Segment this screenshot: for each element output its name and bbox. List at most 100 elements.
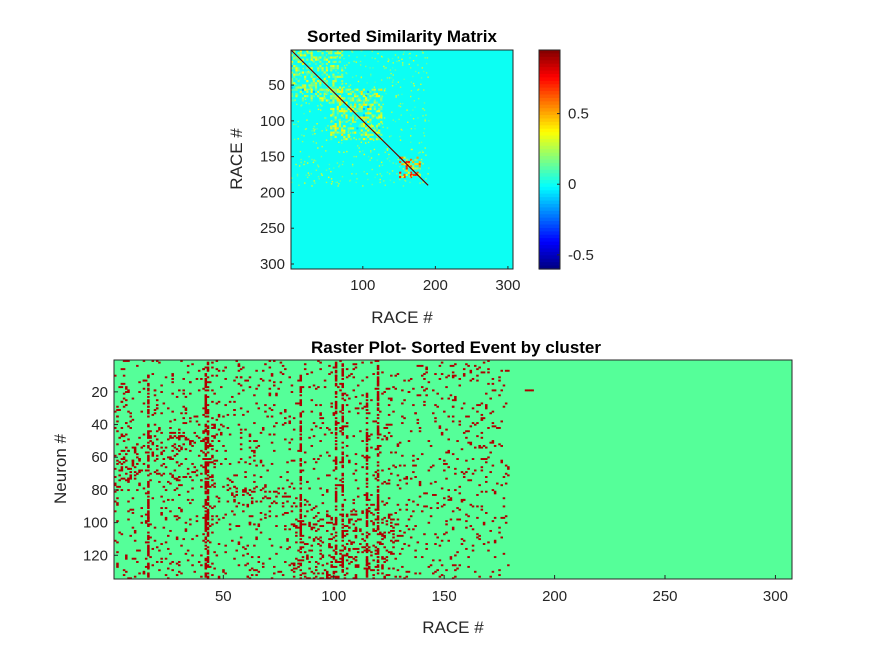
raster-event <box>147 469 150 472</box>
similarity-cell <box>354 88 357 91</box>
raster-event <box>206 474 210 477</box>
similarity-cell <box>390 135 392 137</box>
raster-event <box>482 371 486 374</box>
raster-event <box>120 466 124 469</box>
colorbar-segment <box>539 238 560 243</box>
similarity-cell <box>320 103 322 106</box>
raster-event <box>447 495 450 498</box>
raster-event <box>396 443 400 446</box>
similarity-cell <box>293 123 295 126</box>
raster-event <box>250 574 254 577</box>
raster-event <box>367 412 371 415</box>
raster-event <box>341 363 344 366</box>
similarity-cell <box>341 52 343 54</box>
raster-event <box>308 436 311 439</box>
similarity-cell <box>362 131 365 134</box>
raster-event <box>432 464 435 467</box>
raster-event <box>257 561 261 563</box>
raster-event <box>365 513 369 516</box>
raster-event <box>299 379 303 382</box>
similarity-cell <box>423 102 426 104</box>
raster-event <box>367 510 371 513</box>
raster-event <box>162 458 166 460</box>
raster-event <box>425 366 428 369</box>
raster-event <box>445 451 448 454</box>
similarity-cell <box>365 92 368 95</box>
raster-event <box>222 569 225 572</box>
raster-event <box>171 377 174 380</box>
similarity-cell <box>377 117 379 120</box>
raster-y-tick-label: 80 <box>91 482 108 499</box>
similarity-cell <box>343 86 345 88</box>
raster-event <box>118 485 121 488</box>
raster-event <box>182 435 185 438</box>
raster-event <box>381 371 384 374</box>
raster-event <box>246 575 250 578</box>
raster-event <box>206 549 210 552</box>
raster-event <box>341 433 344 436</box>
raster-event <box>310 526 314 529</box>
raster-event <box>281 513 285 516</box>
raster-event <box>142 572 146 575</box>
raster-event <box>405 477 409 480</box>
raster-event <box>376 515 380 518</box>
similarity-cell <box>330 170 332 173</box>
raster-event <box>299 436 303 439</box>
raster-event <box>222 425 225 428</box>
raster-event <box>290 384 294 387</box>
raster-event <box>341 392 344 395</box>
raster-event <box>299 516 303 519</box>
raster-event <box>343 534 347 537</box>
raster-event <box>175 448 179 451</box>
raster-event <box>127 467 130 470</box>
raster-event <box>299 508 303 511</box>
similarity-cell <box>349 116 352 119</box>
raster-event <box>396 444 400 447</box>
raster-event <box>367 549 371 552</box>
similarity-cell <box>373 99 376 102</box>
raster-event <box>273 404 276 407</box>
similarity-cell <box>423 135 426 137</box>
raster-event <box>131 464 135 467</box>
raster-event <box>250 567 254 570</box>
raster-event <box>237 364 241 367</box>
raster-event <box>299 534 303 537</box>
raster-event <box>122 374 126 377</box>
similarity-cell <box>388 156 390 159</box>
raster-event <box>114 427 117 429</box>
raster-event <box>451 420 455 423</box>
raster-event <box>436 507 439 510</box>
raster-event <box>451 374 455 377</box>
similarity-cell <box>314 88 318 91</box>
raster-event <box>337 422 340 425</box>
raster-event <box>328 577 331 580</box>
similarity-cell <box>353 155 355 158</box>
raster-event <box>295 526 298 529</box>
raster-event <box>330 402 333 405</box>
raster-event <box>491 377 495 380</box>
raster-event <box>147 498 150 501</box>
similarity-cell <box>365 127 368 130</box>
raster-event <box>173 443 177 446</box>
raster-event <box>328 544 331 547</box>
similarity-x-tick-label: 100 <box>350 277 375 294</box>
raster-event <box>403 543 406 545</box>
raster-event <box>390 423 393 426</box>
raster-event <box>447 449 450 452</box>
raster-event <box>138 471 141 474</box>
raster-event <box>356 495 360 498</box>
raster-event <box>116 459 119 462</box>
raster-event <box>200 554 203 557</box>
raster-event <box>476 379 479 382</box>
raster-event <box>326 451 329 454</box>
similarity-cell <box>338 151 341 154</box>
similarity-cell <box>360 105 363 108</box>
raster-event <box>341 405 344 408</box>
raster-event <box>204 572 208 575</box>
raster-event <box>200 479 203 482</box>
raster-event <box>432 412 435 415</box>
raster-event <box>144 521 148 524</box>
similarity-cell <box>295 86 298 89</box>
similarity-cell <box>404 170 406 172</box>
raster-event <box>292 502 296 505</box>
